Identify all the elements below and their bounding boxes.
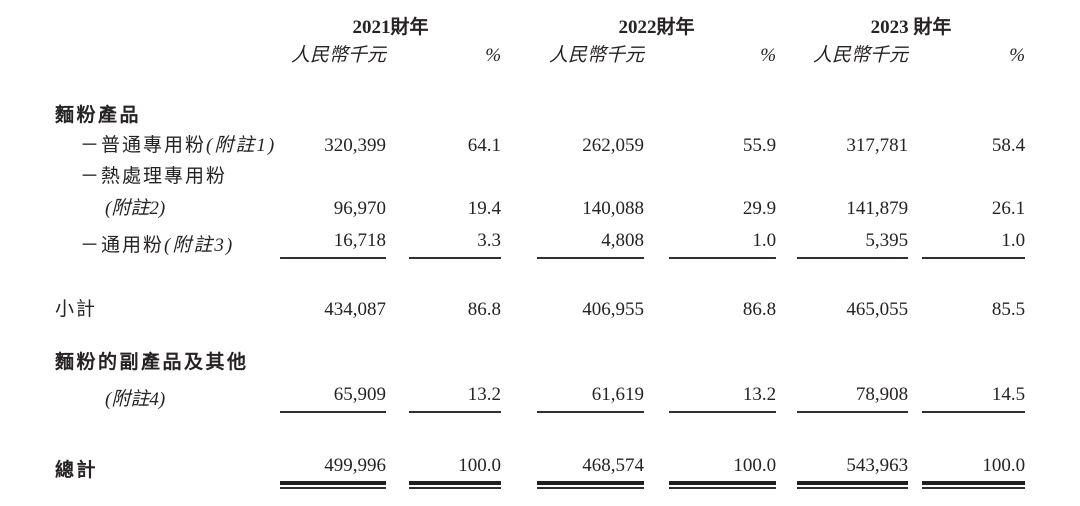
table-row: －通用粉(附註3) 16,718 3.3 4,808 1.0 5,395 1.0 <box>55 221 1026 259</box>
row-label: －普通專用粉(附註1) <box>80 135 277 157</box>
percent-cell: 1.0 <box>922 221 1026 259</box>
amount-cell: 406,955 <box>582 299 645 321</box>
note-reference: (附註2) <box>105 198 166 220</box>
percent-cell: 1.0 <box>669 221 777 259</box>
year-header-2023: 2023 財年 <box>870 17 952 39</box>
unit-header-2022: 人民幣千元 <box>549 45 645 67</box>
percent-cell: 55.9 <box>742 135 777 157</box>
amount-cell: 65,909 <box>280 375 386 413</box>
amount-cell: 262,059 <box>582 135 645 157</box>
percent-cell: 86.8 <box>467 299 502 321</box>
year-header-2022: 2022財年 <box>618 17 695 39</box>
row-label: －通用粉(附註3) <box>80 235 235 257</box>
total-row: 總計 499,996 100.0 468,574 100.0 543,963 1… <box>55 450 1026 485</box>
unit-header-2021: 人民幣千元 <box>290 45 386 67</box>
amount-cell: 4,808 <box>537 221 645 259</box>
amount-cell: 317,781 <box>846 135 909 157</box>
double-rule-line <box>922 483 1026 489</box>
double-rule-row <box>55 483 1026 489</box>
amount-cell: 96,970 <box>333 198 386 220</box>
row-label: －熱處理專用粉 <box>80 166 228 188</box>
subtotal-row: 小計 434,087 86.8 406,955 86.8 465,055 85.… <box>55 292 1025 322</box>
amount-cell: 78,908 <box>797 375 909 413</box>
amount-cell: 140,088 <box>582 198 645 220</box>
table-row: (附註4) 65,909 13.2 61,619 13.2 78,908 14.… <box>55 375 1026 413</box>
percent-header-2021: % <box>485 45 502 67</box>
table-row: 麵粉的副產品及其他 <box>55 345 1025 375</box>
column-subheader-row: 人民幣千元 % 人民幣千元 % 人民幣千元 % <box>55 40 1025 68</box>
amount-cell: 61,619 <box>537 375 645 413</box>
percent-cell: 85.5 <box>991 299 1026 321</box>
amount-cell: 320,399 <box>324 135 386 157</box>
double-rule-line <box>537 483 645 489</box>
percent-header-2022: % <box>760 45 777 67</box>
note-reference: (附註1) <box>206 135 277 157</box>
row-label: 總計 <box>55 460 99 482</box>
unit-header-2023: 人民幣千元 <box>813 45 909 67</box>
percent-cell: 3.3 <box>409 221 502 259</box>
year-header-row: 2021財年 2022財年 2023 財年 <box>55 8 1025 40</box>
percent-cell: 64.1 <box>467 135 502 157</box>
table-row: －熱處理專用粉 <box>55 158 1025 189</box>
revenue-breakdown-table: 2021財年 2022財年 2023 財年 人民幣千元 % 人民幣千元 % 人民… <box>55 8 1026 489</box>
row-label: 小計 <box>55 299 98 321</box>
table-row: (附註2) 96,970 19.4 140,088 29.9 141,879 2… <box>55 189 1025 221</box>
amount-cell: 141,879 <box>846 198 909 220</box>
percent-cell: 100.0 <box>922 450 1026 485</box>
amount-cell: 543,963 <box>797 450 909 485</box>
amount-cell: 499,996 <box>280 450 386 485</box>
amount-cell: 465,055 <box>846 299 909 321</box>
amount-cell: 16,718 <box>280 221 386 259</box>
amount-cell: 434,087 <box>324 299 386 321</box>
note-reference: (附註3) <box>164 235 235 257</box>
percent-header-2023: % <box>1009 45 1026 67</box>
percent-cell: 100.0 <box>669 450 777 485</box>
percent-cell: 86.8 <box>742 299 777 321</box>
double-rule-line <box>669 483 777 489</box>
section-header-byproducts: 麵粉的副產品及其他 <box>55 352 249 374</box>
double-rule-line <box>280 483 386 489</box>
amount-cell: 468,574 <box>537 450 645 485</box>
percent-cell: 13.2 <box>409 375 502 413</box>
double-rule-line <box>409 483 502 489</box>
percent-cell: 100.0 <box>409 450 502 485</box>
percent-cell: 19.4 <box>467 198 502 220</box>
percent-cell: 14.5 <box>922 375 1026 413</box>
note-reference: (附註4) <box>105 389 166 411</box>
percent-cell: 13.2 <box>669 375 777 413</box>
table-row: 麵粉產品 <box>55 98 1025 128</box>
amount-cell: 5,395 <box>797 221 909 259</box>
double-rule-line <box>797 483 909 489</box>
percent-cell: 58.4 <box>991 135 1026 157</box>
section-header-flour-products: 麵粉產品 <box>55 105 142 127</box>
table-row: －普通專用粉(附註1) 320,399 64.1 262,059 55.9 31… <box>55 128 1025 158</box>
percent-cell: 26.1 <box>991 198 1026 220</box>
year-header-2021: 2021財年 <box>352 17 429 39</box>
percent-cell: 29.9 <box>742 198 777 220</box>
